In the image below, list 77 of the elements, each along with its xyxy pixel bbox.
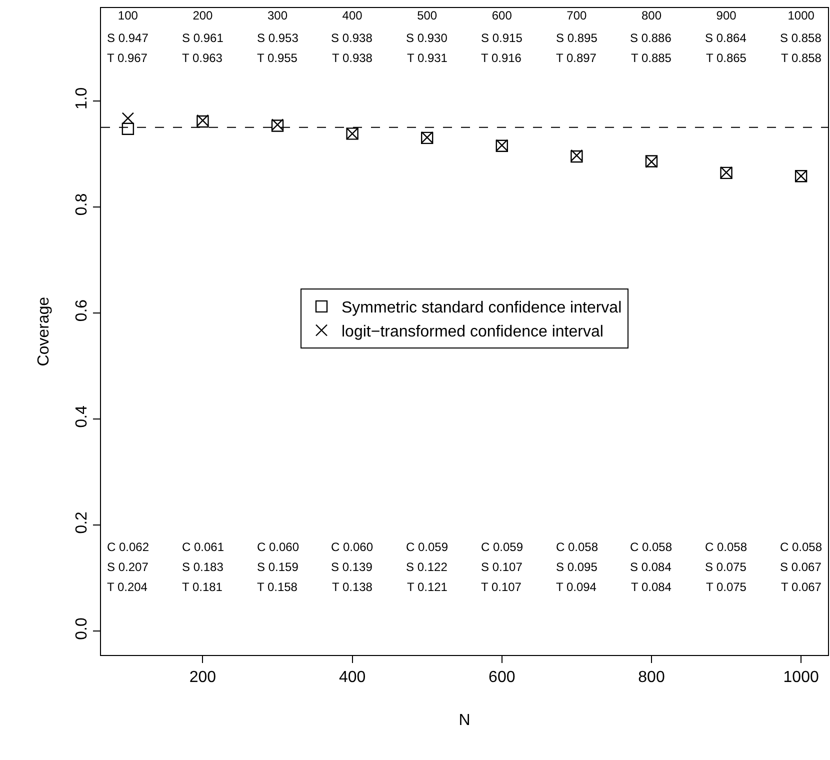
annotation: C 0.059 <box>481 540 524 554</box>
x2-tick-label: 300 <box>267 8 288 22</box>
annotation: S 0.183 <box>182 560 224 574</box>
annotation: C 0.058 <box>556 540 598 554</box>
x2-tick-label: 1000 <box>788 8 815 22</box>
annotation: S 0.858 <box>780 31 822 45</box>
y-tick-label: 1.0 <box>74 87 91 110</box>
annotation: T 0.094 <box>556 580 597 594</box>
annotation: T 0.204 <box>107 580 148 594</box>
y-axis-title: Coverage <box>36 296 52 366</box>
annotation: S 0.953 <box>257 31 299 45</box>
annotation: T 0.138 <box>332 580 373 594</box>
annotation: T 0.916 <box>481 51 522 65</box>
annotation: T 0.963 <box>182 51 223 65</box>
annotation: T 0.084 <box>631 580 672 594</box>
annotation: T 0.067 <box>781 580 822 594</box>
annotation: T 0.967 <box>107 51 148 65</box>
annotation: S 0.107 <box>481 560 523 574</box>
annotation: C 0.061 <box>182 540 224 554</box>
annotation: C 0.062 <box>107 540 150 554</box>
annotation: S 0.095 <box>556 560 598 574</box>
annotation: S 0.122 <box>406 560 448 574</box>
legend-label: logit−transformed confidence interval <box>342 324 604 340</box>
x2-tick-label: 400 <box>342 8 363 22</box>
x2-tick-label: 900 <box>716 8 737 22</box>
x2-tick-label: 200 <box>192 8 214 22</box>
annotation: C 0.060 <box>331 540 374 554</box>
annotation: T 0.955 <box>257 51 298 65</box>
annotation: S 0.864 <box>705 31 747 45</box>
y-tick-label: 0.0 <box>74 618 91 640</box>
annotation: T 0.121 <box>407 580 448 594</box>
y-tick-label: 0.6 <box>74 299 91 322</box>
annotation: S 0.139 <box>331 560 373 574</box>
y-tick-label: 0.2 <box>74 511 91 534</box>
annotation: S 0.961 <box>182 31 224 45</box>
x-axis-title: N <box>458 712 470 729</box>
y-tick-label: 0.4 <box>74 405 91 428</box>
annotation: T 0.897 <box>556 51 597 65</box>
annotation: S 0.159 <box>257 560 299 574</box>
x2-tick-label: 800 <box>641 8 662 22</box>
x-tick-label: 200 <box>189 669 216 686</box>
annotation: S 0.886 <box>630 31 672 45</box>
x2-tick-label: 700 <box>566 8 588 22</box>
annotation: T 0.931 <box>407 51 448 65</box>
x2-tick-label: 600 <box>492 8 512 22</box>
annotation: T 0.885 <box>631 51 672 65</box>
annotation: S 0.067 <box>780 560 822 574</box>
annotation: S 0.895 <box>556 31 598 45</box>
annotation: C 0.059 <box>406 540 448 554</box>
annotation: S 0.915 <box>481 31 523 45</box>
annotation: T 0.865 <box>706 51 747 65</box>
annotation: T 0.858 <box>781 51 822 65</box>
annotation: C 0.058 <box>780 540 822 554</box>
point <box>122 122 134 136</box>
x2-tick-label: 500 <box>417 8 438 22</box>
x-tick-label: 800 <box>638 669 665 686</box>
annotation: C 0.058 <box>630 540 672 554</box>
annotation: T 0.107 <box>481 580 522 594</box>
x2-tick-label: 100 <box>118 8 138 22</box>
annotation: S 0.930 <box>406 31 448 45</box>
annotation: C 0.060 <box>257 540 300 554</box>
annotation: T 0.158 <box>257 580 298 594</box>
annotation: T 0.181 <box>182 580 223 594</box>
annotation: S 0.938 <box>331 31 373 45</box>
annotation: T 0.938 <box>332 51 373 65</box>
annotation: S 0.207 <box>107 560 149 574</box>
y-tick-label: 0.8 <box>74 193 91 216</box>
legend-label: Symmetric standard confidence interval <box>342 300 622 317</box>
x-tick-label: 1000 <box>783 669 819 686</box>
annotation: T 0.075 <box>706 580 747 594</box>
x-tick-label: 400 <box>338 669 366 686</box>
annotation: S 0.947 <box>107 31 149 45</box>
annotation: S 0.075 <box>705 560 747 574</box>
annotation: S 0.084 <box>630 560 672 574</box>
annotation: C 0.058 <box>705 540 748 554</box>
x-tick-label: 600 <box>488 669 516 686</box>
point <box>122 112 134 124</box>
